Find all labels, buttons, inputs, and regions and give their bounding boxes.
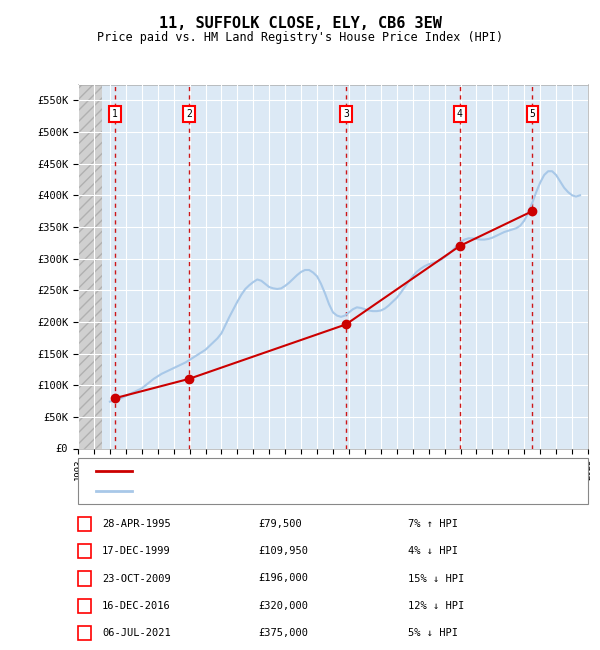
Text: 3: 3 <box>82 573 88 584</box>
Text: £196,000: £196,000 <box>258 573 308 584</box>
Text: 3: 3 <box>343 109 349 118</box>
Bar <box>78 84 102 448</box>
Text: 15% ↓ HPI: 15% ↓ HPI <box>408 573 464 584</box>
Text: HPI: Average price, detached house, East Cambridgeshire: HPI: Average price, detached house, East… <box>138 486 482 496</box>
Text: 16-DEC-2016: 16-DEC-2016 <box>102 601 171 611</box>
Text: £109,950: £109,950 <box>258 546 308 556</box>
Text: 17-DEC-1999: 17-DEC-1999 <box>102 546 171 556</box>
Text: 06-JUL-2021: 06-JUL-2021 <box>102 628 171 638</box>
Text: 28-APR-1995: 28-APR-1995 <box>102 519 171 529</box>
Text: 11, SUFFOLK CLOSE, ELY, CB6 3EW (detached house): 11, SUFFOLK CLOSE, ELY, CB6 3EW (detache… <box>138 466 438 476</box>
Text: 5: 5 <box>529 109 535 118</box>
Text: 11, SUFFOLK CLOSE, ELY, CB6 3EW: 11, SUFFOLK CLOSE, ELY, CB6 3EW <box>158 16 442 31</box>
Text: £79,500: £79,500 <box>258 519 302 529</box>
Text: 23-OCT-2009: 23-OCT-2009 <box>102 573 171 584</box>
Text: 5% ↓ HPI: 5% ↓ HPI <box>408 628 458 638</box>
Text: 2: 2 <box>82 546 88 556</box>
Text: 5: 5 <box>82 628 88 638</box>
Text: 2: 2 <box>186 109 192 118</box>
Text: 4: 4 <box>82 601 88 611</box>
Text: 12% ↓ HPI: 12% ↓ HPI <box>408 601 464 611</box>
Text: 4% ↓ HPI: 4% ↓ HPI <box>408 546 458 556</box>
Text: £375,000: £375,000 <box>258 628 308 638</box>
Text: 1: 1 <box>112 109 118 118</box>
Text: 4: 4 <box>457 109 463 118</box>
Text: Price paid vs. HM Land Registry's House Price Index (HPI): Price paid vs. HM Land Registry's House … <box>97 31 503 44</box>
Text: £320,000: £320,000 <box>258 601 308 611</box>
Text: 1: 1 <box>82 519 88 529</box>
Text: 7% ↑ HPI: 7% ↑ HPI <box>408 519 458 529</box>
